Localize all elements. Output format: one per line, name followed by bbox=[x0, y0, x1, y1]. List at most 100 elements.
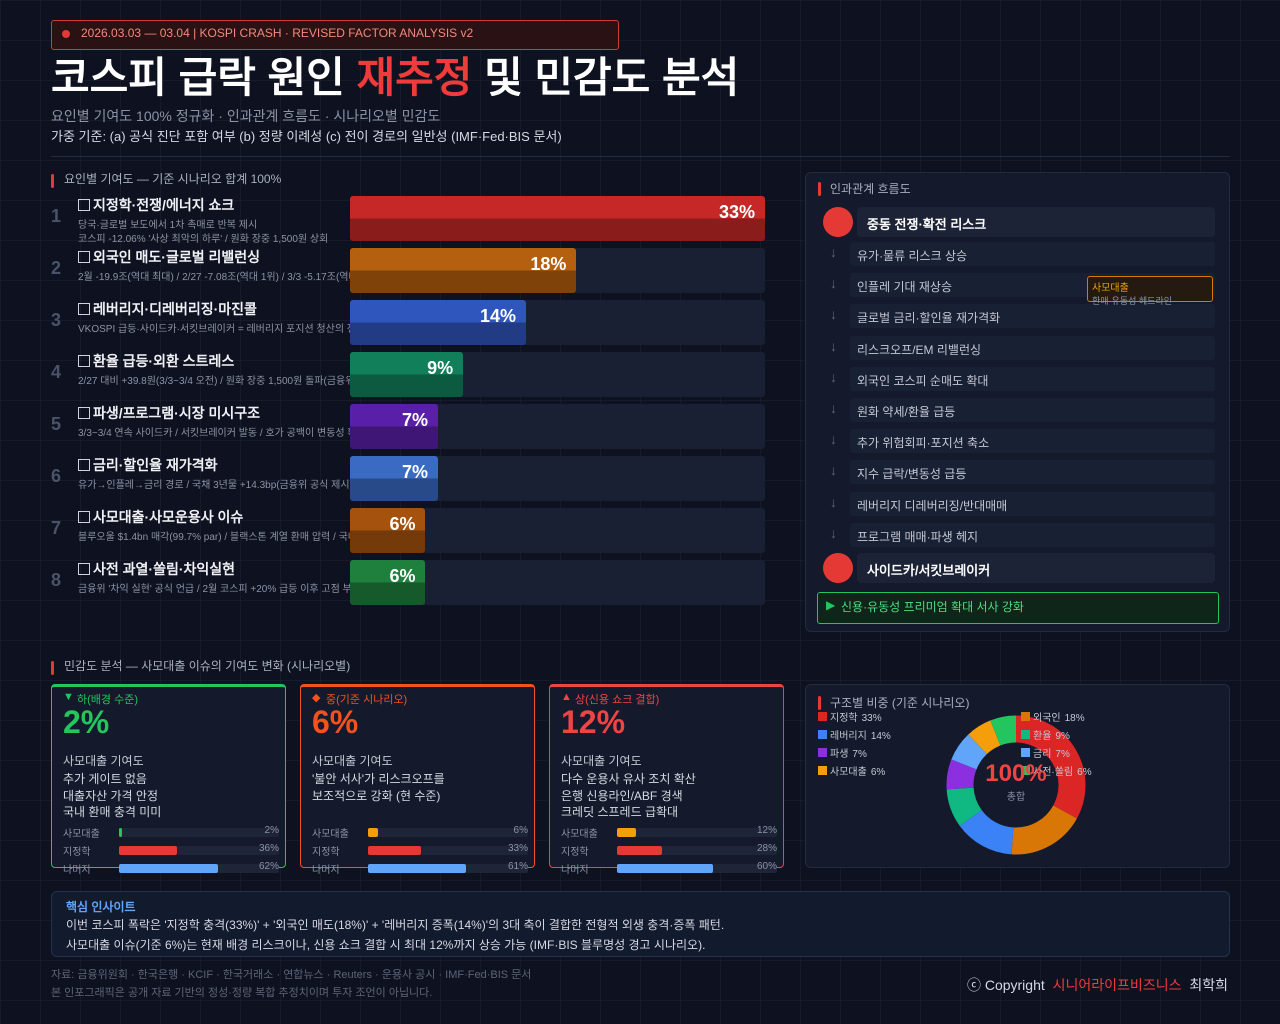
rank: 1 bbox=[51, 206, 62, 226]
rank: 6 bbox=[51, 466, 62, 486]
scenario-line: 국내 환매 충격 미미 bbox=[63, 805, 162, 819]
rank: 5 bbox=[51, 414, 62, 434]
scenario-line: 다수 운용사 유사 조치 확산 bbox=[561, 772, 696, 786]
icon bbox=[78, 407, 90, 419]
mini-bar-track bbox=[368, 828, 528, 837]
factor-name: 금리·할인율 재가격화 bbox=[93, 457, 218, 473]
mini-bar-track bbox=[119, 846, 279, 855]
rank: 7 bbox=[51, 518, 62, 538]
brand: 시니어라이프비즈니스 bbox=[1052, 977, 1182, 993]
donut-panel bbox=[805, 684, 1230, 868]
factor-name: 사전 과열·쏠림·차익실현 bbox=[93, 561, 236, 577]
flow-node-icon bbox=[823, 553, 853, 583]
scenario-line: 크레딧 스프레드 급확대 bbox=[561, 805, 679, 819]
icon bbox=[78, 199, 90, 211]
mini-bar-name: 나머지 bbox=[63, 865, 91, 876]
flow-step: 글로벌 금리·할인율 재가격화 bbox=[857, 311, 1001, 326]
scenario-card bbox=[549, 684, 784, 868]
disclaimer: 본 인포그래픽은 공개 자료 기반의 정성·정량 복합 추정치이며 투자 조언이… bbox=[51, 987, 433, 999]
factor-desc: VKOSPI 급등·사이드카·서킷브레이커 = 레버리지 포지션 청산의 전 bbox=[78, 324, 350, 335]
copyright-mark: ⓒ Copyright bbox=[966, 977, 1045, 993]
mini-bar bbox=[368, 828, 378, 837]
mini-bar-label: 2% bbox=[264, 825, 279, 836]
flow-step: 추가 위험회피·포지션 축소 bbox=[857, 436, 990, 451]
mini-bar-label: 12% bbox=[756, 825, 777, 836]
side-note-title: 사모대출 bbox=[1092, 283, 1129, 294]
flow-node-box bbox=[857, 553, 1215, 583]
scenario-value: 6% bbox=[312, 704, 359, 740]
mini-bar-name: 사모대출 bbox=[63, 829, 100, 840]
mini-bar bbox=[119, 864, 219, 873]
scenario-card bbox=[300, 684, 535, 868]
factor-desc: 당국·글로벌 보도에서 1차 촉매로 반복 제시 bbox=[78, 220, 258, 231]
factor-name: 외국인 매도·글로벌 리밸런싱 bbox=[93, 249, 261, 265]
flow-step: 유가·물류 리스크 상승 bbox=[857, 249, 968, 263]
flow-step-box bbox=[850, 491, 1215, 516]
mini-bar-label: 28% bbox=[756, 843, 777, 854]
flow-arrow: ↓ bbox=[830, 462, 837, 479]
icon bbox=[78, 251, 90, 263]
factor-desc: 코스피 -12.06% '사상 최악의 하루' / 원화 장중 1,500원 상… bbox=[78, 234, 329, 245]
flow-node-icon bbox=[823, 207, 853, 237]
flow-arrow: ↓ bbox=[830, 337, 837, 354]
conclusion-box bbox=[817, 592, 1219, 624]
scenario-caption: 사모대출 기여도 bbox=[561, 754, 642, 768]
title-end: 및 민감도 분석 bbox=[484, 54, 740, 101]
flow-arrow: ↓ bbox=[830, 493, 837, 510]
mini-bar-name: 지정학 bbox=[312, 847, 340, 858]
header-tag: 2026.03.03 — 03.04 | KOSPI CRASH · REVIS… bbox=[81, 26, 474, 40]
scenario-symbol: ◆ bbox=[312, 692, 321, 704]
bar bbox=[350, 352, 464, 397]
rank: 2 bbox=[51, 258, 62, 278]
icon bbox=[78, 563, 90, 575]
flow-arrow: ↓ bbox=[830, 275, 837, 292]
mini-bar-name: 지정학 bbox=[63, 847, 91, 858]
mini-bar-label: 6% bbox=[513, 825, 528, 836]
bar-label: 33% bbox=[718, 202, 755, 222]
bar-label: 7% bbox=[402, 410, 429, 430]
flow-step: 외국인 코스피 순매도 확대 bbox=[857, 373, 989, 388]
side-note-text: 환매·유동성 헤드라인 bbox=[1092, 296, 1173, 306]
scenario-symbol: ▼ bbox=[63, 691, 74, 703]
factor-desc: 유가→인플레→금리 경로 / 국채 3년물 +14.3bp(금융위 공식 제시) bbox=[78, 480, 350, 491]
flow-step: 지수 급락/변동성 급등 bbox=[857, 467, 967, 482]
flow-arrow: ↓ bbox=[830, 431, 837, 448]
mini-bar bbox=[617, 864, 713, 873]
flow-arrow: ↓ bbox=[830, 368, 837, 385]
scenario-value: 2% bbox=[63, 704, 110, 740]
criteria: 가중 기준: (a) 공식 진단 포함 여부 (b) 정량 이례성 (c) 전이… bbox=[51, 129, 562, 144]
mini-bar bbox=[617, 846, 662, 855]
mini-bar-label: 61% bbox=[507, 861, 528, 872]
mini-bar-name: 사모대출 bbox=[561, 829, 598, 840]
factor-name: 환율 급등·외환 스트레스 bbox=[93, 353, 235, 369]
mini-bar bbox=[119, 846, 177, 855]
conclusion-arrow: ▶ bbox=[826, 598, 836, 612]
scenario-label: 상(신용 쇼크 결합) bbox=[575, 694, 660, 706]
scenario-label: 중(기준 시나리오) bbox=[326, 694, 408, 706]
factor-name: 레버리지·디레버리징·마진콜 bbox=[93, 301, 257, 317]
bar bbox=[350, 560, 426, 605]
flow-arrow: ↓ bbox=[830, 244, 837, 260]
flow-step-box bbox=[850, 335, 1215, 360]
section-marker bbox=[818, 696, 821, 710]
bar-label: 6% bbox=[389, 566, 416, 586]
factor-name: 사모대출·사모운용사 이슈 bbox=[93, 509, 244, 525]
flow-step-box bbox=[850, 366, 1215, 391]
factor-desc: 2/27 대비 +39.8원(3/3~3/4 오전) / 원화 장중 1,500… bbox=[78, 376, 350, 387]
flow-step-box bbox=[850, 242, 1215, 266]
rank: 3 bbox=[51, 310, 62, 330]
author: 최학희 bbox=[1189, 977, 1228, 993]
rank: 4 bbox=[51, 362, 62, 382]
scenario-line: 보조적으로 강화 (현 수준) bbox=[312, 788, 441, 803]
flow-node-label: 사이드카/서킷브레이커 bbox=[867, 563, 991, 578]
scenario-caption: 사모대출 기여도 bbox=[312, 754, 393, 768]
main-title: 코스피 급락 원인 재추정 및 민감도 분석 bbox=[51, 52, 739, 104]
mini-bar-name: 나머지 bbox=[561, 865, 589, 876]
bar-label: 14% bbox=[480, 306, 517, 326]
insight-title: 핵심 인사이트 bbox=[66, 900, 136, 914]
flow-step: 원화 약세/환율 급등 bbox=[857, 405, 956, 419]
side-note-box bbox=[1087, 276, 1213, 302]
scenario-line: 추가 게이트 없음 bbox=[63, 772, 147, 786]
mini-bar bbox=[368, 846, 421, 855]
